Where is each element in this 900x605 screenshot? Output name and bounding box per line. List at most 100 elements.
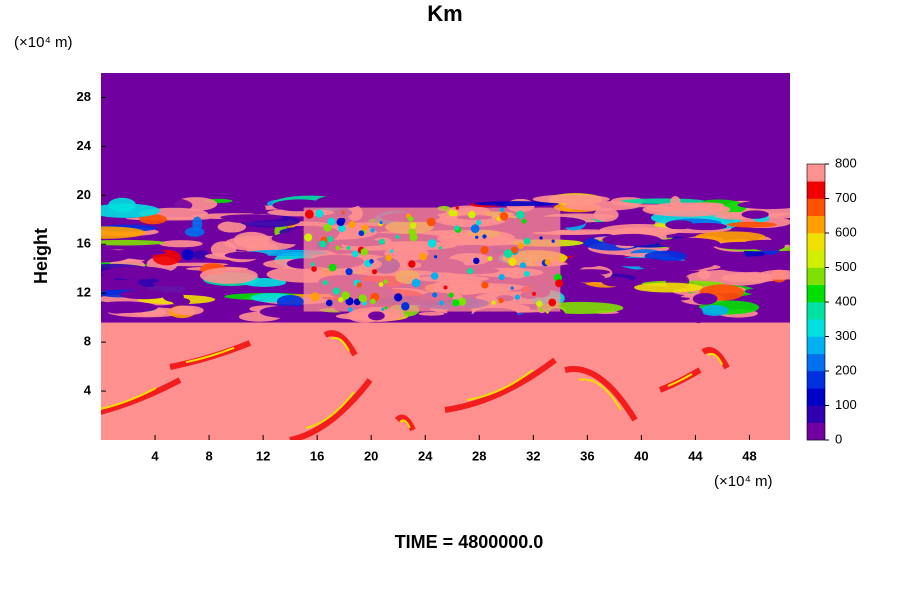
field-blob [408,260,416,268]
field-blob [411,278,421,288]
x-tick-label: 48 [742,448,756,463]
field-blob [172,297,191,306]
field-blob [389,249,394,253]
field-blob [467,267,474,275]
field-blob [498,273,505,281]
field-blob [448,292,454,298]
field-blob [401,302,410,311]
field-blob [137,277,159,287]
colorbar-tick-label: 500 [835,259,857,274]
field-blob [192,216,203,232]
field-blob [171,305,204,316]
field-blob [491,300,496,305]
x-tick-label: 28 [472,448,486,463]
colorbar-band [807,267,825,286]
field-blob [332,287,341,295]
field-streak [323,330,358,357]
field-blob [371,269,378,275]
field-blob [539,236,543,240]
field-blob [338,297,344,303]
field-blob [370,298,376,305]
field-blob [432,292,438,298]
field-blob [409,222,417,229]
field-blob [348,220,356,229]
field-blob [473,201,559,207]
x-tick-label: 32 [526,448,540,463]
contour-field [101,73,790,440]
field-blob [379,221,383,225]
field-streak [399,419,411,429]
field-blob [482,234,487,239]
field-blob [697,269,711,280]
field-blob [532,291,536,296]
field-blob [480,246,489,255]
field-blob [242,278,287,287]
field-blob [259,305,315,319]
field-streak [667,373,693,387]
field-blob [458,297,467,306]
colorbar-band [807,371,825,389]
field-blob [323,223,332,232]
colorbar-tick-label: 800 [835,155,857,170]
field-blob [199,267,258,284]
field-blob [517,242,524,249]
field-blob [551,239,555,243]
field-blob [519,262,527,269]
field-blob [539,308,543,312]
y-tick-label: 28 [77,89,91,104]
x-unit-label: (×10⁴ m) [714,473,773,490]
colorbar-band [807,215,825,234]
field-streak [101,377,182,415]
field-blob [101,226,146,239]
field-blob [361,224,369,231]
field-blob [181,249,195,261]
field-blob [481,281,489,289]
field-blob [310,292,320,302]
field-blob [427,239,437,248]
field-blob [548,308,566,323]
field-blob [311,266,317,272]
field-blob [408,228,416,236]
field-blob [322,280,328,286]
field-blob [358,230,365,237]
field-blob [378,282,384,287]
field-blob [621,198,705,204]
field-blob [224,251,268,260]
field-blob [510,286,514,290]
colorbar-tick-label: 100 [835,397,857,412]
field-blob [358,294,367,303]
field-blob [645,296,691,301]
field-blob [119,290,169,300]
field-blob [498,298,504,304]
x-tick-label: 20 [364,448,378,463]
field-blob [325,299,333,307]
x-tick-label: 24 [418,448,433,463]
field-blob [602,233,662,246]
field-blob [346,245,351,251]
field-streak [707,352,724,366]
field-blob [360,248,369,256]
field-blob [741,210,769,219]
field-blob [700,304,729,316]
field-blob [475,235,479,239]
colorbar-band [807,181,825,199]
field-blob [368,311,385,321]
field-blob [192,250,210,260]
field-blob [101,249,131,263]
field-blob [101,301,158,314]
field-blob [499,211,509,221]
colorbar-band [807,405,825,424]
colorbar-band [807,284,825,303]
field-blob [536,300,543,307]
field-blob [758,269,790,280]
field-blob [430,272,439,280]
field-blob [356,282,362,288]
field-blob [345,297,354,306]
field-blob [433,255,438,259]
field-blob [744,287,790,296]
field-blob [101,275,116,288]
field-blob [220,214,283,221]
field-blob [523,237,531,245]
field-blob [693,307,704,324]
colorbar-band [807,422,825,441]
